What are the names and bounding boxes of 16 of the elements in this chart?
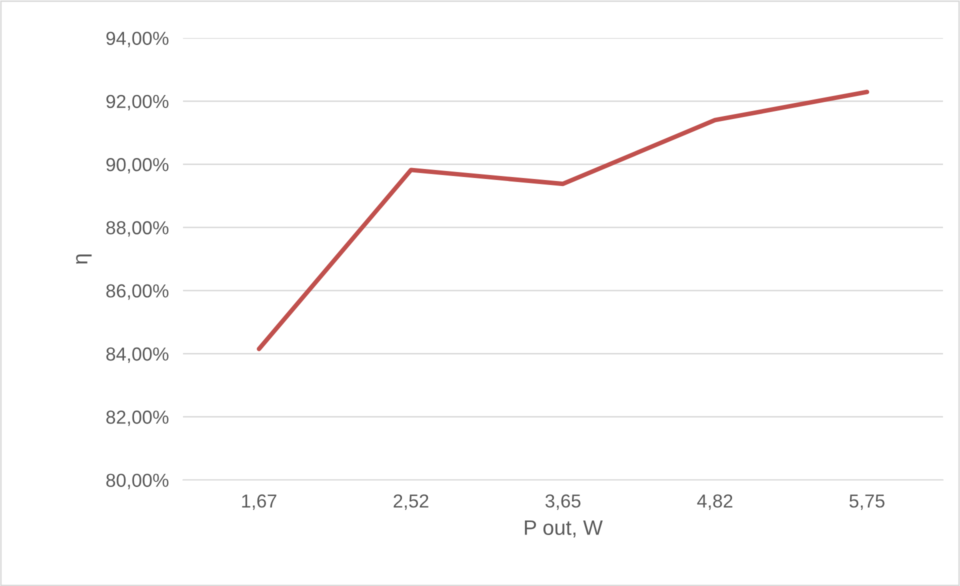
y-tick-label: 92,00% [106,94,168,110]
x-tick-label: 1,67 [242,494,276,510]
y-tick-label: 84,00% [106,347,168,363]
x-tick-label: 5,75 [850,494,884,510]
y-tick-label: 88,00% [106,221,168,237]
y-tick-label: 82,00% [106,410,168,426]
y-tick-label: 86,00% [106,284,168,300]
x-tick-label: 2,52 [394,494,428,510]
x-axis-title: P out, W [524,520,603,538]
y-axis-title: η [76,254,92,264]
x-tick-label: 3,65 [545,494,580,510]
y-tick-label: 90,00% [106,158,168,174]
y-tick-label: 94,00% [106,32,168,48]
line-series [256,90,870,352]
x-tick-label: 4,82 [697,494,732,510]
y-tick-label: 80,00% [106,474,168,490]
